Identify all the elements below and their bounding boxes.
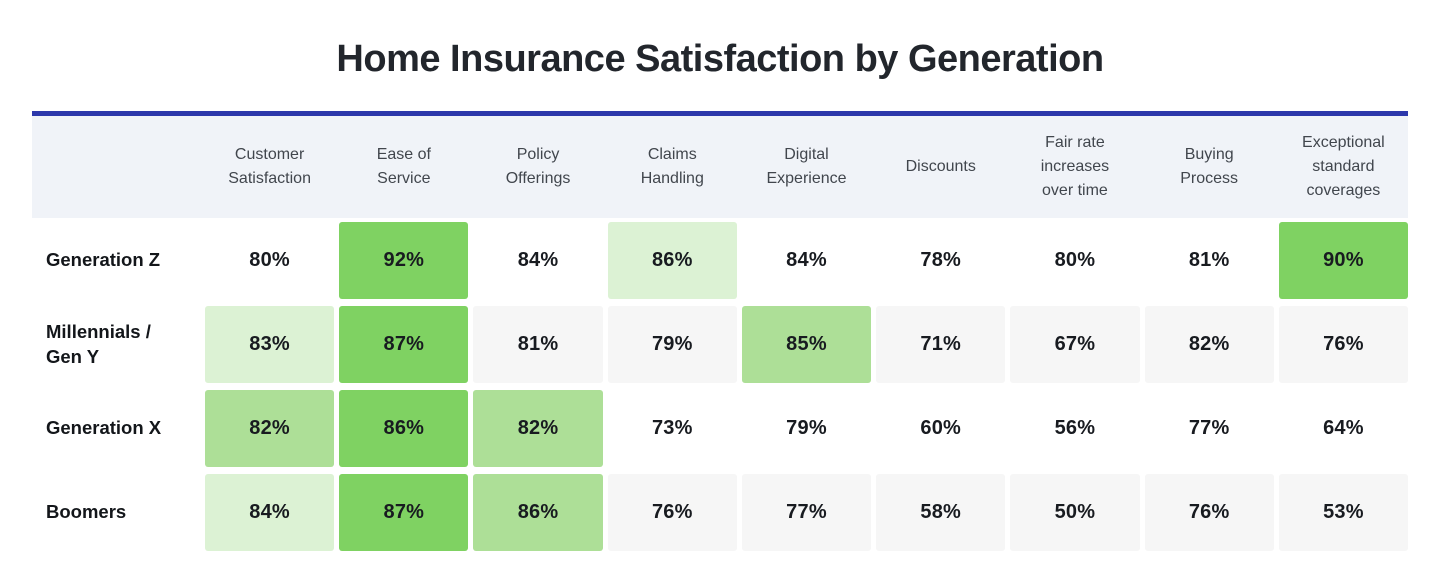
- column-header-claims-handling: Claims Handling: [640, 146, 704, 187]
- column-header-ease-of-service: Ease of Service: [376, 146, 431, 187]
- table-cell: 71%: [876, 306, 1006, 383]
- table-cell: 67%: [1010, 306, 1140, 383]
- table-body: Generation Z 80% 92% 84% 86% 84% 78% 80%…: [32, 222, 1408, 551]
- table-cell: 50%: [1010, 474, 1140, 551]
- table-cell: 79%: [607, 306, 737, 383]
- table-cell: 90%: [1278, 222, 1408, 299]
- table-cell: 81%: [1144, 222, 1274, 299]
- table-cell: 86%: [473, 474, 603, 551]
- table-cell: 84%: [741, 222, 872, 299]
- table-cell: 87%: [339, 306, 469, 383]
- column-header-policy-offerings: Policy Offerings: [505, 146, 571, 187]
- row-label: Boomers: [46, 501, 127, 523]
- table-cell: 58%: [876, 474, 1006, 551]
- table-cell: 84%: [205, 474, 335, 551]
- table-cell: 77%: [741, 474, 872, 551]
- table-cell: 82%: [205, 390, 335, 467]
- row-label: Generation X: [46, 417, 162, 439]
- column-header-digital-experience: Digital Experience: [766, 146, 847, 187]
- table-cell: 80%: [1010, 222, 1140, 299]
- divider-rule: [32, 111, 1408, 116]
- page-title: Home Insurance Satisfaction by Generatio…: [336, 38, 1104, 80]
- table-cell: 79%: [741, 390, 872, 467]
- table-cell: 76%: [607, 474, 737, 551]
- table-row-boomers: Boomers 84% 87% 86% 76% 77% 58% 50% 76% …: [32, 474, 1408, 551]
- table-cell: 92%: [339, 222, 469, 299]
- table-cell: 83%: [205, 306, 335, 383]
- table-cell: 84%: [473, 222, 603, 299]
- table-cell: 86%: [339, 390, 469, 467]
- table-cell: 73%: [607, 390, 737, 467]
- table-cell: 82%: [1144, 306, 1274, 383]
- column-header-buying-process: Buying Process: [1180, 146, 1239, 187]
- column-header-discounts: Discounts: [905, 158, 976, 175]
- column-header-fair-rate-increases: Fair rate increases over time: [1040, 134, 1110, 199]
- table-row-millennials-gen-y: Millennials / Gen Y 83% 87% 81% 79% 85% …: [32, 306, 1408, 383]
- column-header-customer-satisfaction: Customer Satisfaction: [228, 146, 311, 187]
- table-cell: 60%: [876, 390, 1006, 467]
- table-cell: 81%: [473, 306, 603, 383]
- table-cell: 76%: [1278, 306, 1408, 383]
- column-header-exceptional-coverages: Exceptional standard coverages: [1302, 134, 1385, 199]
- table-header: Customer Satisfaction Ease of Service Po…: [32, 116, 1408, 218]
- table-cell: 56%: [1010, 390, 1140, 467]
- table-row-generation-x: Generation X 82% 86% 82% 73% 79% 60% 56%…: [32, 390, 1408, 467]
- table-row-generation-z: Generation Z 80% 92% 84% 86% 84% 78% 80%…: [32, 222, 1408, 299]
- table-cell: 76%: [1144, 474, 1274, 551]
- table-cell: 64%: [1278, 390, 1408, 467]
- table-cell: 82%: [473, 390, 603, 467]
- table-cell: 87%: [339, 474, 469, 551]
- table-cell: 78%: [876, 222, 1006, 299]
- table-cell: 80%: [205, 222, 335, 299]
- row-label: Generation Z: [46, 249, 161, 271]
- table-cell: 85%: [741, 306, 872, 383]
- table-cell: 53%: [1278, 474, 1408, 551]
- table-cell: 86%: [607, 222, 737, 299]
- page: Home Insurance Satisfaction by Generatio…: [32, 38, 1408, 551]
- table-cell: 77%: [1144, 390, 1274, 467]
- row-label: Millennials / Gen Y: [46, 320, 151, 367]
